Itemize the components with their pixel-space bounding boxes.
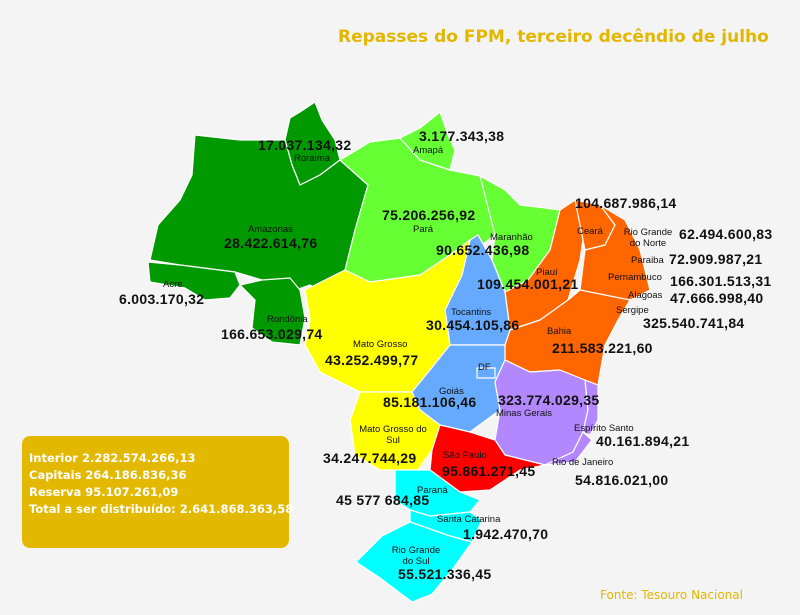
- summary-reserva: Reserva 95.107.261,09: [29, 485, 179, 499]
- value-sergipe: 325.540.741,84: [643, 315, 745, 331]
- value-paraiba: 72.909.987,21: [669, 251, 763, 267]
- value-rio-grande-do-norte: 62.494.600,83: [679, 226, 773, 242]
- value-parana: 45 577 684,85: [336, 492, 430, 508]
- label-df: DF: [478, 362, 491, 373]
- label-tocantins: Tocantins: [451, 307, 492, 318]
- value-sao-paulo: 95.861.271,45: [442, 463, 536, 479]
- value-minas-gerais: 323.774.029,35: [498, 392, 600, 408]
- summary-capitais: Capitais 264.186.836,36: [29, 468, 187, 482]
- label-para: Pará: [413, 224, 434, 235]
- value-piaui: 109.454.001,21: [477, 276, 579, 292]
- state-rondonia[interactable]: [239, 277, 306, 346]
- label-roraima: Roraima: [294, 153, 330, 164]
- label-sao-paulo: São Paulo: [443, 450, 487, 461]
- value-santa-catarina: 1.942.470,70: [463, 526, 549, 542]
- state-rio-grande-do-sul[interactable]: [355, 521, 473, 603]
- label-rio-grande-do-norte: Rio Grande do Norte: [623, 227, 673, 249]
- state-parana[interactable]: [394, 469, 481, 517]
- label-mato-grosso-do-sul: Mato Grosso do Sul: [359, 424, 427, 446]
- value-espirito-santo: 40.161.894,21: [596, 433, 690, 449]
- value-rio-grande-do-sul: 55.521.336,45: [398, 566, 492, 582]
- label-rio-de-janeiro: Rio de Janeiro: [552, 457, 614, 468]
- state-mato-grosso-do-sul[interactable]: [349, 391, 441, 471]
- value-tocantins: 30.454.105,86: [426, 317, 520, 333]
- label-goias: Goiás: [439, 386, 464, 397]
- map-title: Repasses do FPM, terceiro decêndio de ju…: [338, 27, 769, 47]
- value-pernambuco: 166.301.513,31: [670, 273, 772, 289]
- label-acre: Acre: [163, 279, 183, 290]
- label-bahia: Bahia: [547, 326, 572, 337]
- label-paraiba: Paraiba: [631, 255, 664, 266]
- state-amapa[interactable]: [399, 111, 456, 171]
- label-maranhao: Maranhão: [490, 232, 533, 243]
- state-df[interactable]: [476, 367, 496, 379]
- label-minas-gerais: Minas Gerais: [496, 408, 552, 419]
- summary-box: Interior 2.282.574.266,13 Capitais 264.1…: [22, 436, 294, 548]
- label-parana: Paraná: [417, 485, 448, 496]
- label-sergipe: Sergipe: [616, 305, 649, 316]
- value-mato-grosso: 43.252.499,77: [325, 352, 419, 368]
- label-alagoas: Alagoas: [628, 290, 663, 301]
- label-ceara: Ceará: [577, 226, 603, 237]
- state-espirito-santo[interactable]: [582, 379, 599, 436]
- state-acre[interactable]: [147, 261, 241, 301]
- label-pernambuco: Pernambuco: [608, 272, 662, 283]
- label-espirito-santo: Espírito Santo: [574, 423, 634, 434]
- value-maranhao: 90.652.436,98: [436, 242, 530, 258]
- value-acre: 6.003.170,32: [119, 291, 205, 307]
- label-rondonia: Rondônia: [267, 314, 308, 325]
- label-amapa: Amapá: [413, 145, 444, 156]
- source-note: Fonte: Tesouro Nacional: [600, 588, 743, 602]
- label-mato-grosso: Mato Grosso: [353, 339, 408, 350]
- value-alagoas: 47.666.998,40: [670, 290, 764, 306]
- value-mato-grosso-do-sul: 34.247.744,29: [323, 450, 417, 466]
- state-mato-grosso[interactable]: [304, 239, 471, 393]
- value-amapa: 3.177.343,38: [419, 128, 505, 144]
- value-para: 75.206.256,92: [382, 207, 476, 223]
- value-rondonia: 166.653.029,74: [221, 326, 323, 342]
- label-rio-grande-do-sul: Rio Grande do Sul: [391, 545, 441, 567]
- label-amazonas: Amazonas: [248, 224, 293, 235]
- value-amazonas: 28.422.614,76: [224, 235, 318, 251]
- value-bahia: 211.583.221,60: [552, 340, 653, 356]
- state-rio-de-janeiro[interactable]: [544, 431, 593, 466]
- value-roraima: 17.037.134,32: [258, 137, 352, 153]
- label-santa-catarina: Santa Catarina: [437, 514, 501, 525]
- summary-total: Total a ser distribuído: 2.641.868.363,5…: [29, 502, 294, 516]
- label-piaui: Piauí: [536, 267, 558, 278]
- value-rio-de-janeiro: 54.816.021,00: [575, 472, 669, 488]
- value-ceara: 104.687.986,14: [575, 195, 677, 211]
- value-goias: 85.181.106,46: [383, 394, 477, 410]
- summary-interior: Interior 2.282.574.266,13: [29, 451, 196, 465]
